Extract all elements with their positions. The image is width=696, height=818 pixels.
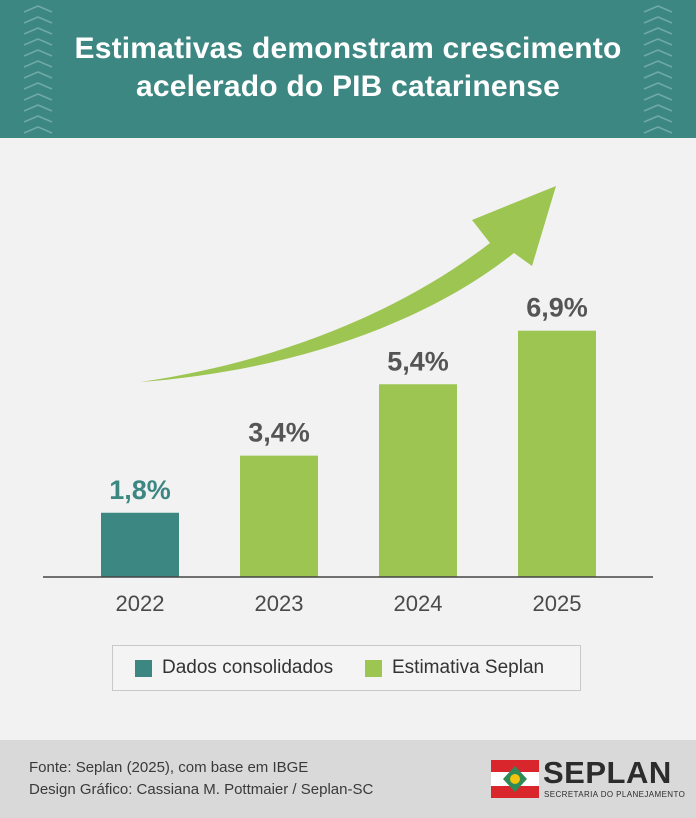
legend-swatch-consolidado bbox=[135, 659, 152, 677]
legend: Dados consolidados Estimativa Seplan bbox=[112, 645, 581, 691]
x-tick-label-2022: 2022 bbox=[116, 591, 165, 616]
source-credits: Fonte: Seplan (2025), com base em IBGE D… bbox=[29, 757, 373, 801]
footer: Fonte: Seplan (2025), com base em IBGE D… bbox=[0, 740, 696, 818]
data-label-2023: 3,4% bbox=[248, 418, 310, 448]
bar-2025 bbox=[518, 330, 596, 577]
title-line-2: acelerado do PIB catarinense bbox=[135, 70, 561, 103]
bar-chart: 1,8% 2022 3,4% 2023 5,4% 2024 6,9% 2025 bbox=[43, 186, 653, 616]
data-label-2024: 5,4% bbox=[387, 346, 449, 376]
bar-2023 bbox=[240, 455, 318, 577]
data-label-2025: 6,9% bbox=[526, 293, 588, 323]
header-banner: Estimativas demonstram crescimento acele… bbox=[0, 0, 696, 138]
chevron-pattern-icon bbox=[643, 5, 673, 134]
x-tick-label-2025: 2025 bbox=[533, 591, 582, 616]
chevron-pattern-icon bbox=[23, 5, 53, 134]
logo-subtitle: SECRETARIA DO PLANEJAMENTO bbox=[544, 790, 686, 799]
legend-item-estimativa: Estimativa Seplan bbox=[365, 646, 544, 690]
logo-name: SEPLAN bbox=[543, 755, 672, 790]
bar-2024 bbox=[379, 384, 457, 577]
x-tick-label-2023: 2023 bbox=[255, 591, 304, 616]
legend-label-consolidado: Dados consolidados bbox=[162, 657, 334, 678]
page-title: Estimativas demonstram crescimento acele… bbox=[0, 30, 696, 106]
legend-label-estimativa: Estimativa Seplan bbox=[392, 657, 545, 678]
seplan-logo: SEPLAN SECRETARIA DO PLANEJAMENTO bbox=[491, 755, 685, 805]
santa-catarina-flag-icon bbox=[491, 760, 539, 798]
title-line-1: Estimativas demonstram crescimento bbox=[74, 32, 622, 65]
legend-item-consolidado: Dados consolidados bbox=[135, 646, 333, 690]
growth-arrow-icon bbox=[140, 186, 556, 382]
bar-2022 bbox=[101, 512, 179, 577]
design-credit-text: Design Gráfico: Cassiana M. Pottmaier / … bbox=[29, 781, 374, 798]
source-text: Fonte: Seplan (2025), com base em IBGE bbox=[29, 759, 309, 776]
data-label-2022: 1,8% bbox=[109, 475, 171, 505]
legend-swatch-estimativa bbox=[365, 659, 382, 677]
x-tick-label-2024: 2024 bbox=[394, 591, 443, 616]
